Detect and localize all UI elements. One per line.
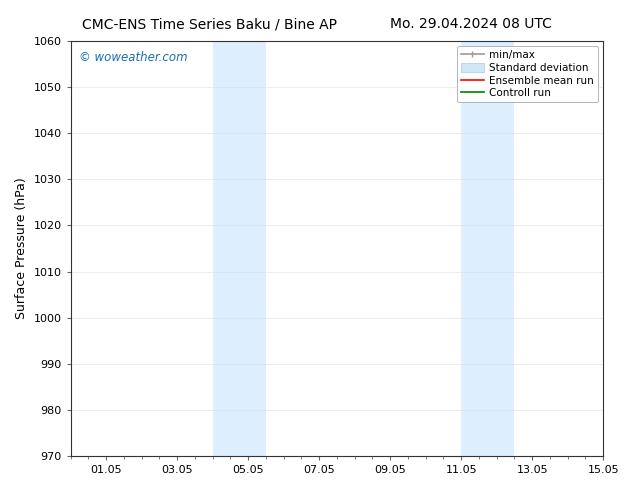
Text: © woweather.com: © woweather.com — [79, 51, 187, 64]
Bar — [212, 41, 266, 456]
Bar — [461, 41, 514, 456]
Text: CMC-ENS Time Series Baku / Bine AP: CMC-ENS Time Series Baku / Bine AP — [82, 17, 337, 31]
Legend: min/max, Standard deviation, Ensemble mean run, Controll run: min/max, Standard deviation, Ensemble me… — [456, 46, 598, 102]
Text: Mo. 29.04.2024 08 UTC: Mo. 29.04.2024 08 UTC — [390, 17, 552, 31]
Y-axis label: Surface Pressure (hPa): Surface Pressure (hPa) — [15, 178, 28, 319]
